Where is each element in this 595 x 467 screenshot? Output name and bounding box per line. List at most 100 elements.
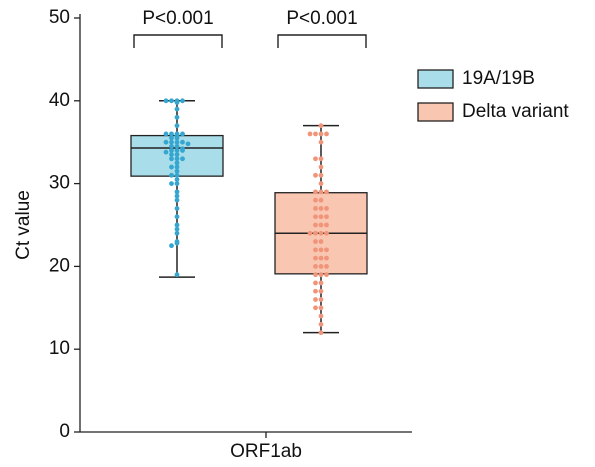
data-point	[313, 280, 318, 286]
data-point	[174, 240, 180, 246]
data-point	[169, 172, 174, 178]
data-point	[163, 98, 169, 104]
data-point	[318, 264, 324, 269]
data-point	[174, 160, 180, 166]
data-point	[169, 152, 174, 158]
data-point	[174, 100, 180, 105]
data-point	[318, 288, 324, 294]
data-point	[180, 156, 185, 162]
data-point	[174, 123, 180, 129]
data-point	[163, 149, 169, 155]
legend-swatch	[417, 102, 454, 122]
data-point	[174, 226, 180, 232]
data-point	[318, 197, 324, 203]
y-tick-label: 20	[49, 255, 70, 276]
data-point	[324, 264, 329, 269]
data-point	[318, 313, 324, 319]
legend-label: 19A/19B	[462, 68, 535, 89]
data-point	[174, 172, 180, 178]
data-point	[169, 143, 174, 149]
significance-bracket	[133, 34, 223, 48]
data-point	[318, 164, 324, 170]
data-point	[174, 156, 180, 162]
data-point	[313, 189, 318, 195]
significance-bracket	[277, 34, 367, 48]
legend-swatch	[417, 69, 454, 89]
data-point	[180, 131, 185, 137]
data-point	[313, 272, 318, 278]
data-point	[318, 156, 324, 162]
annotation: P<0.001	[142, 8, 213, 29]
data-point	[169, 156, 174, 162]
data-point	[318, 139, 324, 145]
data-point	[174, 206, 180, 211]
data-point	[174, 197, 180, 203]
data-point	[318, 181, 324, 187]
data-point	[169, 243, 174, 249]
y-tick-label: 40	[49, 90, 70, 111]
data-point	[313, 206, 318, 211]
data-point	[313, 222, 318, 228]
data-point	[318, 131, 324, 137]
data-point	[324, 255, 329, 261]
data-point	[174, 214, 180, 220]
data-point	[174, 143, 180, 149]
data-point	[174, 272, 180, 278]
data-point	[324, 230, 329, 236]
data-point	[324, 131, 329, 137]
data-point	[174, 148, 180, 153]
data-point	[313, 297, 318, 302]
data-point	[324, 272, 329, 278]
data-point	[313, 305, 318, 311]
data-point	[174, 230, 180, 236]
data-point	[313, 156, 318, 162]
data-point	[180, 148, 185, 153]
data-point	[318, 272, 324, 278]
data-point	[307, 131, 313, 137]
data-point	[313, 197, 318, 203]
data-point	[174, 152, 180, 158]
data-point	[174, 135, 180, 141]
data-point	[174, 168, 180, 174]
data-point	[169, 98, 174, 104]
data-point	[174, 139, 180, 145]
data-point	[313, 264, 318, 269]
data-point	[318, 189, 324, 195]
data-point	[324, 214, 329, 220]
data-point	[318, 123, 324, 129]
data-point	[174, 222, 180, 228]
data-point	[174, 189, 180, 195]
data-point	[169, 135, 174, 141]
data-point	[318, 239, 324, 244]
data-point	[324, 222, 329, 228]
y-tick-label: 10	[49, 338, 70, 359]
data-point	[169, 164, 174, 170]
data-point	[185, 141, 191, 147]
data-point	[318, 330, 324, 336]
data-point	[313, 255, 318, 261]
data-point	[163, 139, 169, 145]
data-point	[318, 255, 324, 261]
y-axis-label: Ct value	[13, 190, 34, 260]
data-point	[318, 297, 324, 302]
data-point	[318, 280, 324, 286]
data-point	[318, 206, 324, 211]
data-point	[174, 193, 180, 199]
data-point	[169, 139, 174, 145]
data-point	[163, 131, 169, 137]
data-point	[318, 222, 324, 228]
data-point	[174, 114, 180, 120]
data-point	[313, 214, 318, 220]
data-point	[313, 239, 318, 244]
data-point	[318, 172, 324, 178]
data-point	[174, 181, 180, 187]
data-point	[318, 214, 324, 220]
x-tick-label: ORF1ab	[230, 441, 302, 462]
data-point	[174, 177, 180, 182]
data-point	[313, 172, 318, 178]
data-point	[324, 189, 329, 195]
data-point	[318, 230, 324, 236]
data-point	[180, 139, 185, 145]
data-point	[169, 148, 174, 153]
